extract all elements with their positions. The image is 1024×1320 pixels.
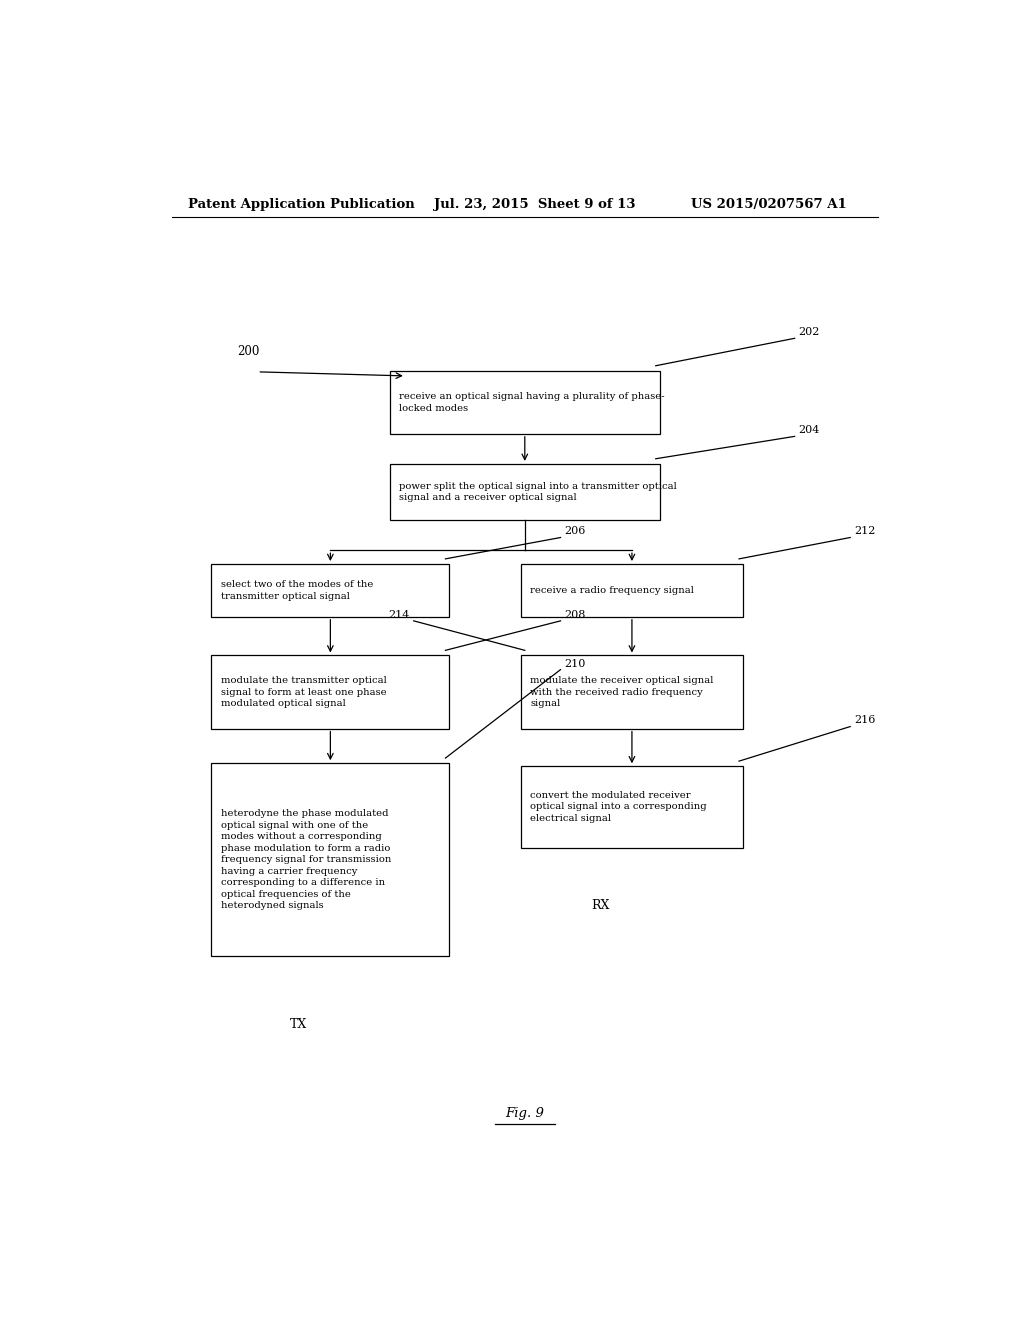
Text: US 2015/0207567 A1: US 2015/0207567 A1 <box>691 198 847 211</box>
Bar <box>211 564 450 616</box>
Text: Fig. 9: Fig. 9 <box>506 1107 544 1121</box>
Text: 212: 212 <box>854 527 876 536</box>
Bar <box>521 766 743 847</box>
Text: 210: 210 <box>564 659 586 668</box>
Text: TX: TX <box>290 1018 307 1031</box>
Bar <box>521 656 743 729</box>
Text: heterodyne the phase modulated
optical signal with one of the
modes without a co: heterodyne the phase modulated optical s… <box>221 809 391 909</box>
Text: 204: 204 <box>799 425 820 436</box>
Text: 208: 208 <box>564 610 586 620</box>
Text: select two of the modes of the
transmitter optical signal: select two of the modes of the transmitt… <box>221 581 373 601</box>
Bar <box>521 564 743 616</box>
Text: Patent Application Publication: Patent Application Publication <box>187 198 415 211</box>
Bar <box>211 763 450 956</box>
Text: convert the modulated receiver
optical signal into a corresponding
electrical si: convert the modulated receiver optical s… <box>530 791 707 822</box>
Bar <box>390 463 659 520</box>
Text: RX: RX <box>591 899 609 912</box>
Text: 200: 200 <box>238 345 260 358</box>
Text: power split the optical signal into a transmitter optical
signal and a receiver : power split the optical signal into a tr… <box>399 482 677 502</box>
Bar <box>390 371 659 434</box>
Text: 202: 202 <box>799 327 820 337</box>
Text: 206: 206 <box>564 527 586 536</box>
Text: 214: 214 <box>388 610 410 620</box>
Text: 216: 216 <box>854 715 876 726</box>
Bar <box>211 656 450 729</box>
Text: Jul. 23, 2015  Sheet 9 of 13: Jul. 23, 2015 Sheet 9 of 13 <box>433 198 635 211</box>
Text: receive a radio frequency signal: receive a radio frequency signal <box>530 586 694 595</box>
Text: receive an optical signal having a plurality of phase-
locked modes: receive an optical signal having a plura… <box>399 392 665 413</box>
Text: modulate the receiver optical signal
with the received radio frequency
signal: modulate the receiver optical signal wit… <box>530 676 714 708</box>
Text: modulate the transmitter optical
signal to form at least one phase
modulated opt: modulate the transmitter optical signal … <box>221 676 387 708</box>
